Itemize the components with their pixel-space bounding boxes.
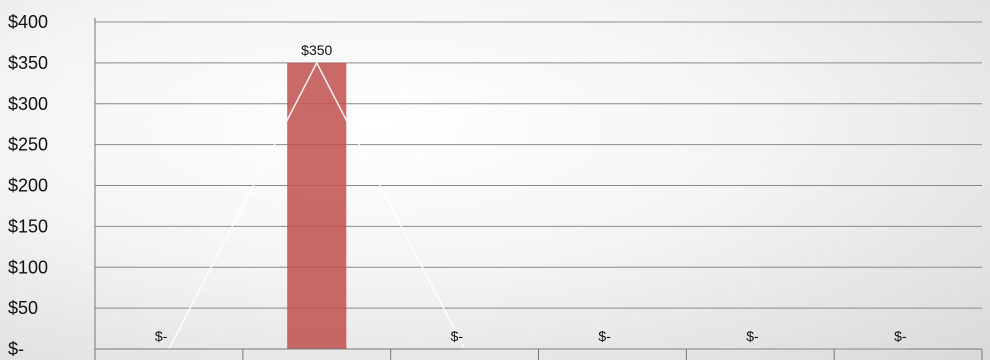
gridlines	[95, 21, 982, 309]
data-label: $-	[598, 328, 611, 344]
data-label: $-	[451, 328, 464, 344]
line-series	[168, 61, 909, 350]
y-tick-label: $200	[8, 176, 48, 196]
data-labels: $- $350 $- $- $- $-	[155, 42, 907, 344]
data-label: $-	[746, 328, 759, 344]
axes	[94, 18, 983, 360]
data-label: $350	[301, 42, 332, 58]
y-tick-label: $400	[8, 12, 48, 32]
y-tick-label: $100	[8, 257, 48, 277]
y-axis-tick-labels: $- $50 $100 $150 $200 $250 $300 $350 $400	[8, 12, 48, 359]
y-tick-label: $300	[8, 94, 48, 114]
y-tick-label: $150	[8, 216, 48, 236]
y-tick-label: $-	[8, 339, 24, 359]
line-series-path	[168, 61, 909, 350]
y-tick-label: $350	[8, 53, 48, 73]
data-label: $-	[155, 328, 168, 344]
bar	[287, 62, 347, 349]
data-label: $-	[894, 328, 907, 344]
y-tick-label: $50	[8, 298, 38, 318]
bars	[287, 62, 347, 349]
y-tick-label: $250	[8, 135, 48, 155]
